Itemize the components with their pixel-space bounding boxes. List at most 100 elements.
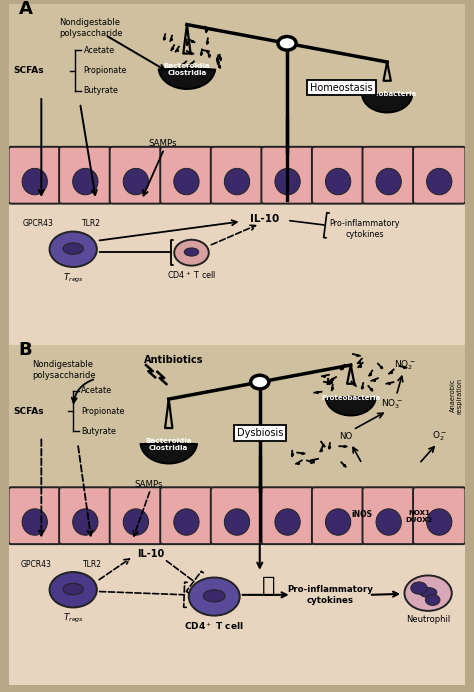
Text: B: B (18, 341, 32, 359)
FancyBboxPatch shape (59, 147, 111, 203)
Circle shape (49, 232, 97, 267)
Text: SAMPs: SAMPs (135, 480, 163, 489)
Text: iNOS: iNOS (352, 510, 373, 520)
Ellipse shape (63, 243, 83, 255)
Wedge shape (362, 93, 412, 112)
Text: Proteobacteria: Proteobacteria (357, 91, 417, 98)
FancyBboxPatch shape (109, 147, 162, 203)
Circle shape (404, 576, 452, 611)
Text: O$_2^-$: O$_2^-$ (432, 430, 447, 444)
Text: NO$_3^-$: NO$_3^-$ (381, 397, 402, 411)
Text: NO: NO (339, 432, 353, 441)
Ellipse shape (224, 168, 250, 194)
Text: Homeostasis: Homeostasis (310, 82, 373, 93)
Text: Acetate: Acetate (83, 46, 115, 55)
Text: Propionate: Propionate (82, 406, 125, 415)
Text: CD4$^+$ T cell: CD4$^+$ T cell (167, 270, 216, 282)
FancyBboxPatch shape (363, 147, 415, 203)
Ellipse shape (73, 168, 98, 194)
Bar (9, 542, 465, 685)
Text: Nondigestable
polysaccharide: Nondigestable polysaccharide (32, 360, 96, 380)
Circle shape (251, 375, 269, 389)
Ellipse shape (427, 168, 452, 194)
Ellipse shape (63, 583, 83, 595)
Circle shape (49, 572, 97, 608)
Ellipse shape (275, 168, 300, 194)
Text: SCFAs: SCFAs (13, 66, 44, 75)
Text: SCFAs: SCFAs (13, 406, 44, 415)
Bar (9, 201, 465, 345)
FancyBboxPatch shape (211, 487, 263, 544)
Text: Acetate: Acetate (82, 386, 112, 395)
Text: TLR2: TLR2 (83, 560, 102, 569)
Bar (9, 345, 465, 542)
Ellipse shape (224, 509, 250, 535)
Ellipse shape (22, 509, 47, 535)
Ellipse shape (275, 509, 300, 535)
Text: Antibiotics: Antibiotics (144, 355, 203, 365)
FancyBboxPatch shape (413, 487, 465, 544)
Ellipse shape (203, 590, 225, 602)
FancyBboxPatch shape (312, 147, 365, 203)
Ellipse shape (184, 248, 199, 256)
Ellipse shape (22, 168, 47, 194)
Text: Butyrate: Butyrate (82, 427, 116, 436)
Text: TLR2: TLR2 (82, 219, 101, 228)
Circle shape (278, 37, 296, 50)
Ellipse shape (174, 509, 199, 535)
Ellipse shape (419, 588, 437, 597)
Text: 🔥: 🔥 (262, 576, 275, 597)
Ellipse shape (376, 168, 401, 194)
FancyBboxPatch shape (9, 487, 61, 544)
Text: IL-10: IL-10 (250, 214, 279, 224)
FancyBboxPatch shape (59, 487, 111, 544)
FancyBboxPatch shape (9, 147, 61, 203)
Wedge shape (159, 68, 215, 89)
Text: Pro-inflammatory
cytokines: Pro-inflammatory cytokines (329, 219, 400, 239)
Ellipse shape (123, 509, 148, 535)
Ellipse shape (326, 509, 351, 535)
Ellipse shape (123, 168, 148, 194)
FancyBboxPatch shape (413, 147, 465, 203)
FancyBboxPatch shape (160, 147, 213, 203)
Wedge shape (141, 442, 197, 464)
Text: Dysbiosis: Dysbiosis (237, 428, 283, 438)
FancyBboxPatch shape (211, 147, 263, 203)
Circle shape (189, 578, 240, 616)
Text: $T_{regs}$: $T_{regs}$ (63, 271, 84, 284)
FancyBboxPatch shape (363, 487, 415, 544)
Text: Nondigestable
polysaccharide: Nondigestable polysaccharide (60, 18, 123, 38)
Circle shape (425, 594, 440, 606)
Text: Pro-inflammatory
cytokines: Pro-inflammatory cytokines (287, 585, 373, 605)
Ellipse shape (326, 168, 351, 194)
Text: Propionate: Propionate (83, 66, 127, 75)
Ellipse shape (73, 509, 98, 535)
FancyBboxPatch shape (261, 147, 314, 203)
Ellipse shape (174, 168, 199, 194)
Text: NOX1
DUOX2: NOX1 DUOX2 (405, 510, 433, 523)
Circle shape (411, 582, 427, 594)
FancyBboxPatch shape (261, 487, 314, 544)
Text: Neutrophil: Neutrophil (406, 615, 450, 624)
Text: A: A (18, 1, 32, 19)
FancyBboxPatch shape (160, 487, 213, 544)
Text: Bacteroidia
Clostridia: Bacteroidia Clostridia (164, 63, 210, 76)
Text: Butyrate: Butyrate (83, 86, 118, 95)
Text: NO$_2^-$: NO$_2^-$ (394, 358, 416, 372)
Text: Bacteroidia
Clostridia: Bacteroidia Clostridia (146, 437, 192, 450)
Circle shape (174, 239, 209, 266)
Text: GPCR43: GPCR43 (21, 560, 52, 569)
Text: CD4$^+$ T cell: CD4$^+$ T cell (184, 621, 244, 632)
Text: $T_{regs}$: $T_{regs}$ (63, 612, 84, 625)
Text: IL-10: IL-10 (137, 549, 164, 559)
Text: GPCR43: GPCR43 (22, 219, 53, 228)
Text: Anaerobic
respiration: Anaerobic respiration (450, 378, 463, 414)
Text: SAMPs: SAMPs (148, 139, 177, 148)
Text: Proteobacteria: Proteobacteria (321, 395, 380, 401)
Wedge shape (326, 397, 376, 415)
Ellipse shape (427, 509, 452, 535)
FancyBboxPatch shape (312, 487, 365, 544)
Bar (9, 4, 465, 201)
FancyBboxPatch shape (109, 487, 162, 544)
Ellipse shape (376, 509, 401, 535)
